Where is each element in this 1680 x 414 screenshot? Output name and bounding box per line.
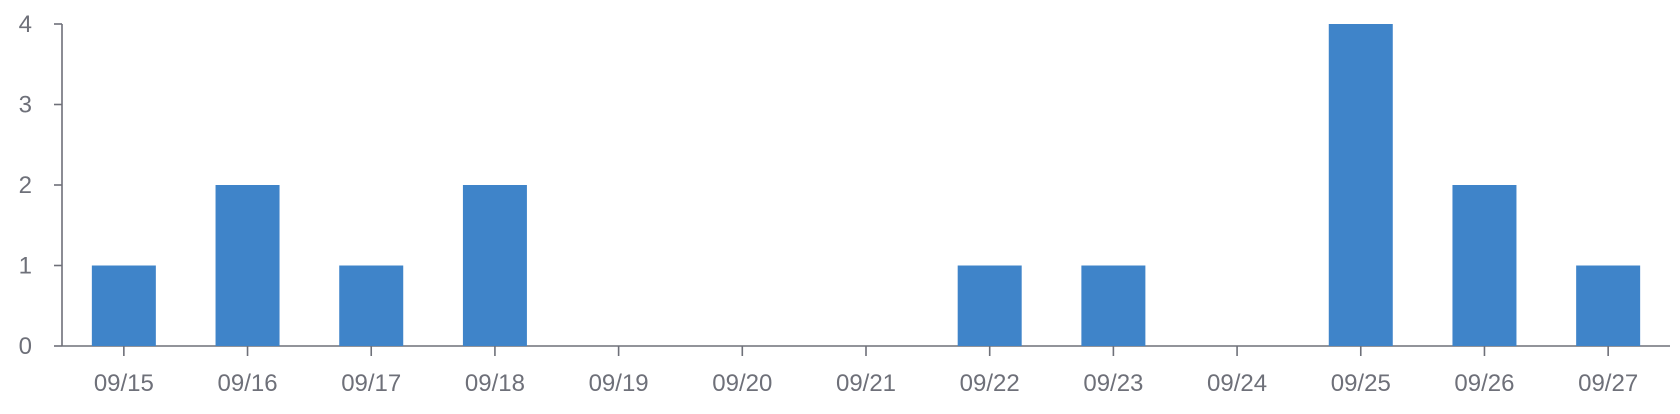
bar-09-16 [215,185,280,346]
x-tick-label: 09/16 [218,370,278,397]
x-tick-label: 09/24 [1207,370,1267,397]
bar-09-15 [91,265,156,346]
x-tick-label: 09/17 [341,370,401,397]
x-tick-label: 09/25 [1331,370,1391,397]
bar-09-22 [957,265,1022,346]
bar-09-17 [339,265,404,346]
x-tick-label: 09/18 [465,370,525,397]
y-tick-label: 0 [19,333,32,360]
y-tick-label: 2 [19,172,32,199]
x-tick-label: 09/21 [836,370,896,397]
y-tick-label: 3 [19,92,32,119]
x-tick-label: 09/26 [1454,370,1514,397]
y-tick-label: 4 [19,11,32,38]
bar-09-25 [1328,24,1393,346]
y-axis: 0 1 2 3 4 [19,11,63,360]
y-tick-label: 1 [19,253,32,280]
x-tick-label: 09/27 [1578,370,1638,397]
bar-09-23 [1081,265,1146,346]
bar-09-27 [1576,265,1641,346]
x-tick-label: 09/20 [712,370,772,397]
x-tick-label: 09/23 [1083,370,1143,397]
x-tick-label: 09/19 [589,370,649,397]
bar-09-26 [1452,185,1517,346]
x-axis: 09/15 09/16 09/17 09/18 09/19 09/20 09/21 09/22… [62,345,1670,397]
x-tick-label: 09/22 [960,370,1020,397]
bars [91,24,1641,346]
x-tick-label: 09/15 [94,370,154,397]
bar-09-18 [462,185,527,346]
